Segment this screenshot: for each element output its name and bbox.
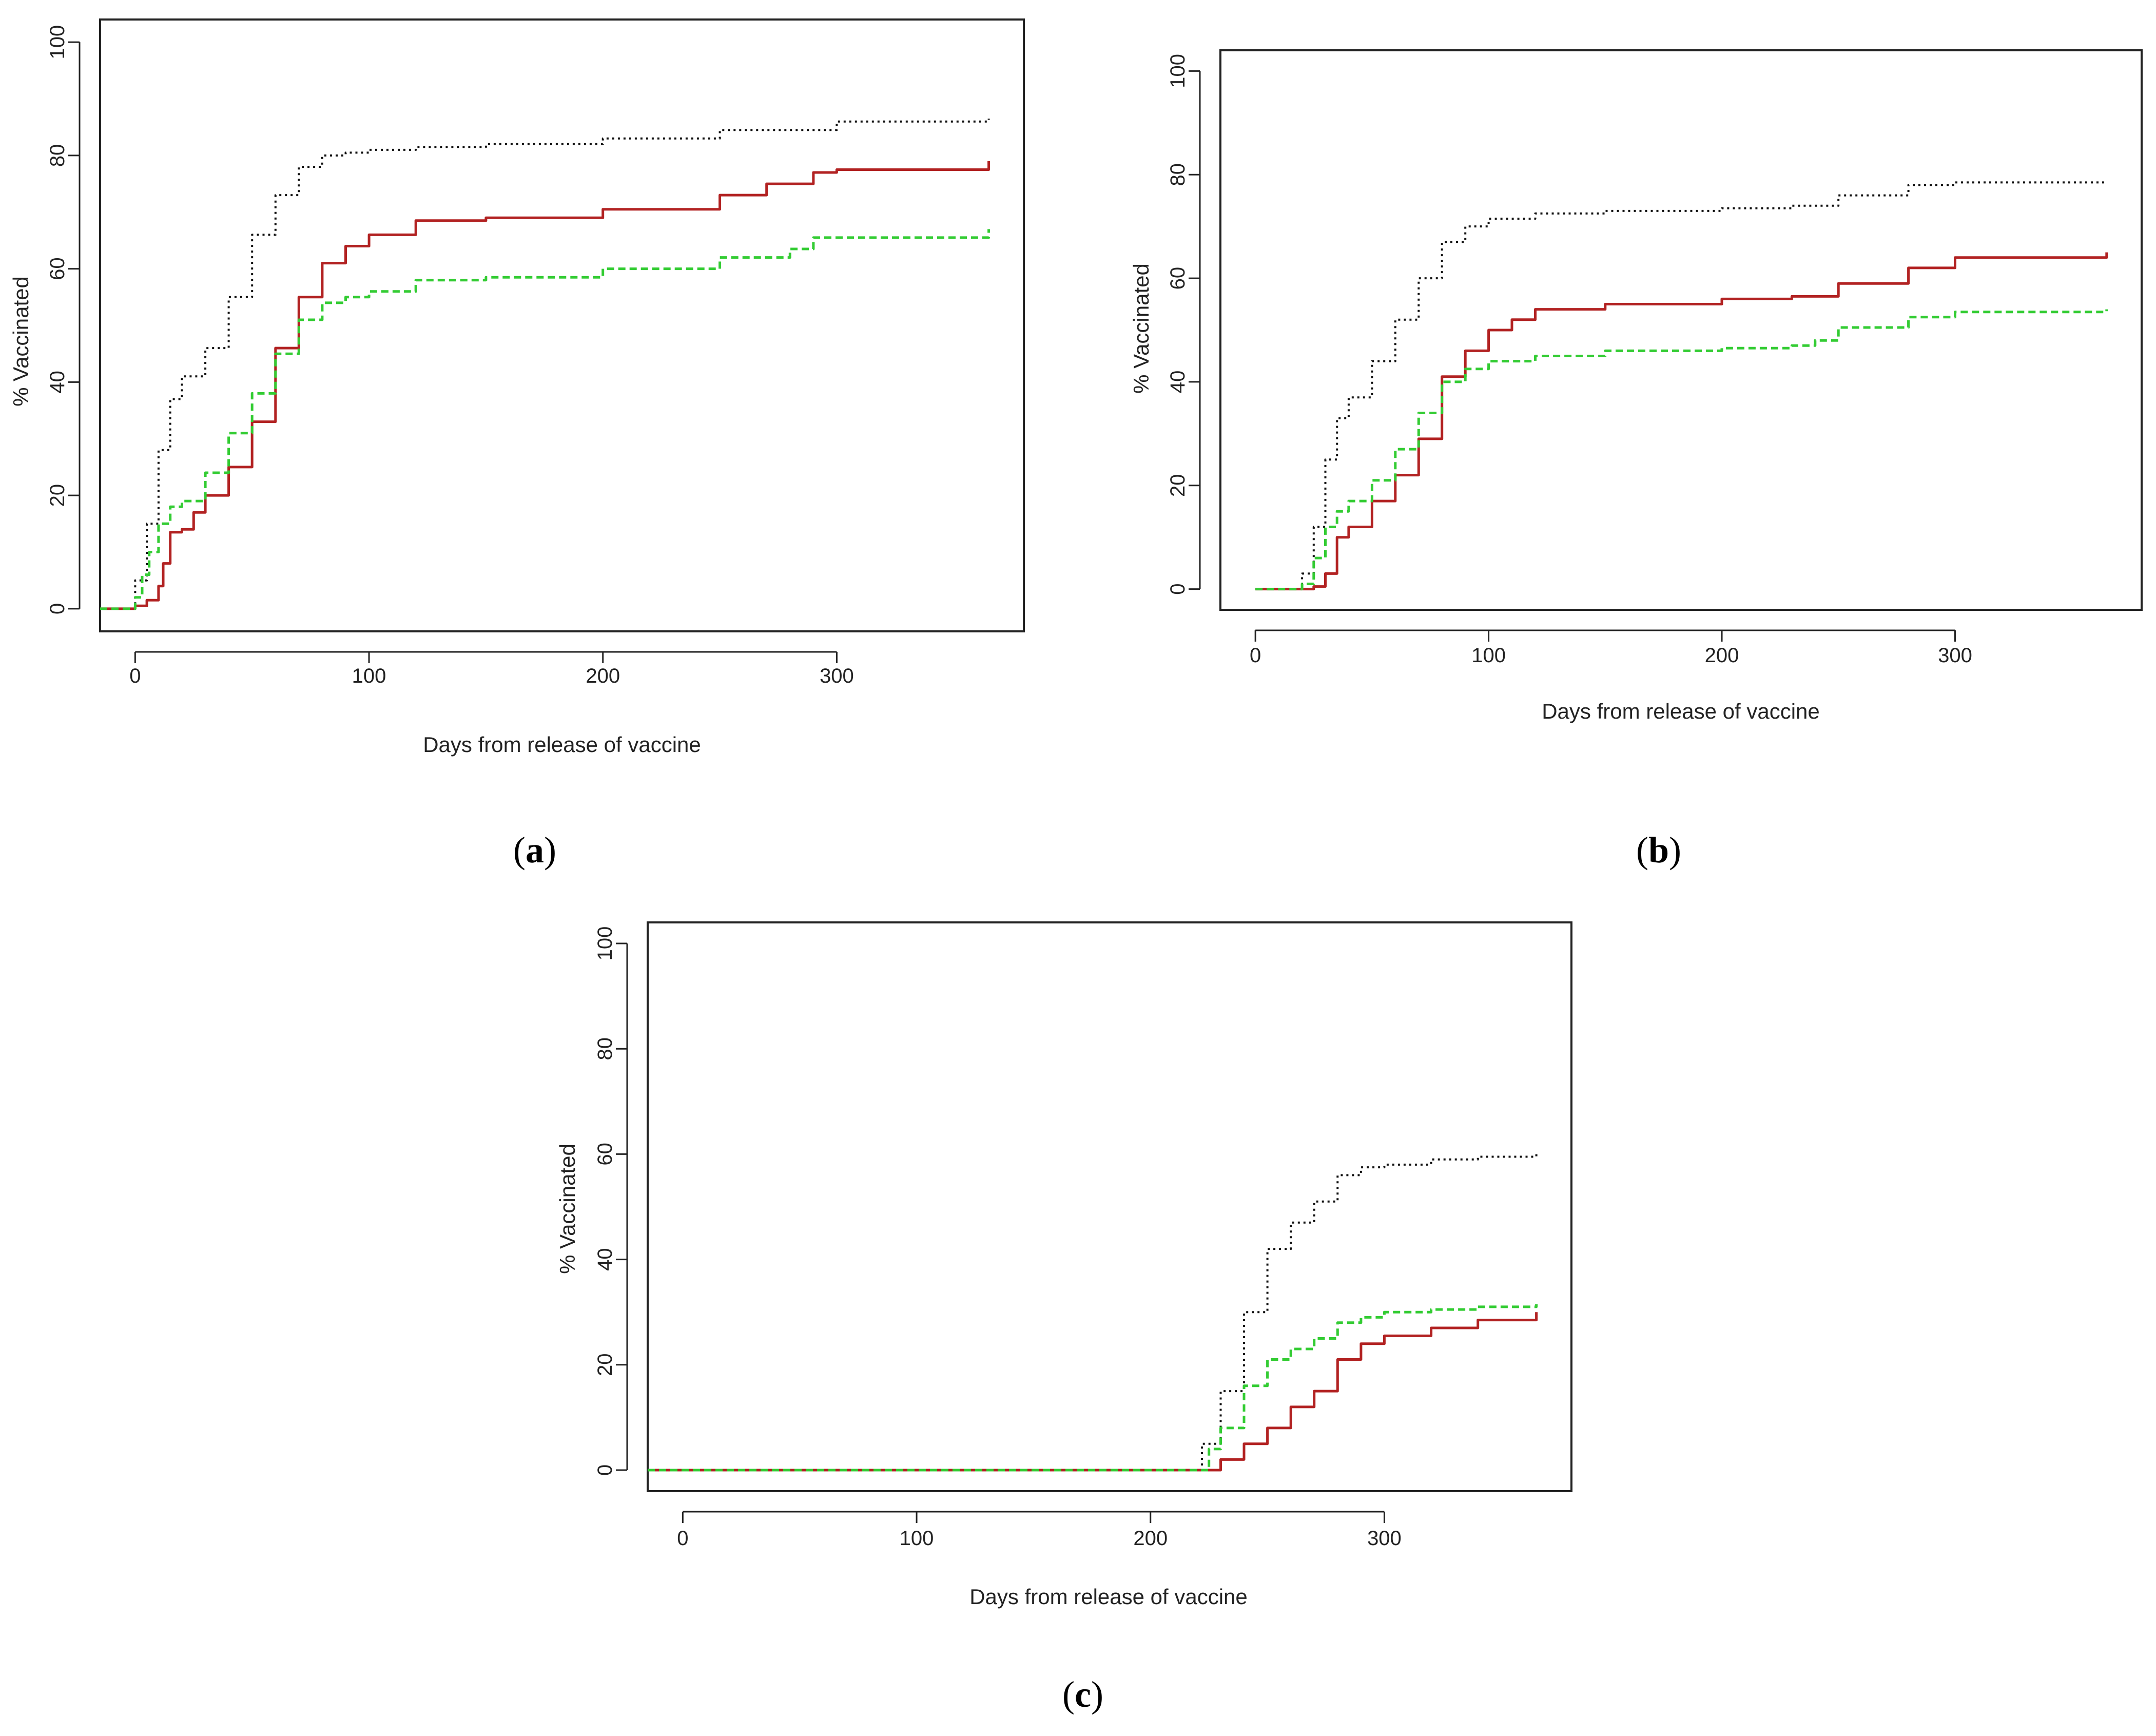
x-tick-label: 0 — [1250, 644, 1261, 667]
plot-frame — [99, 18, 1025, 632]
series-group-a — [100, 119, 990, 610]
series-line-green-dashed — [100, 229, 990, 610]
y-tick-label: 40 — [1167, 371, 1189, 394]
series-group-b — [1255, 181, 2108, 591]
panel-label-letter: a — [526, 830, 544, 871]
y-tick-label: 60 — [594, 1143, 616, 1166]
chart-panel-b: 0 100 200 300 0 20 40 60 80 100 Days from release… — [1129, 49, 2143, 871]
y-tick-label: 20 — [594, 1354, 616, 1377]
series-line-green-dashed — [648, 1304, 1538, 1472]
panel-label-letter: b — [1648, 830, 1669, 871]
x-tick-label: 0 — [129, 665, 141, 687]
x-tick-label: 300 — [1938, 644, 1972, 667]
series-line-red-solid — [648, 1312, 1538, 1472]
y-tick-label: 100 — [46, 25, 69, 60]
y-tick-label: 20 — [46, 484, 69, 507]
chart-panel-a: 0 100 200 300 0 20 40 60 80 100 Days from release… — [9, 18, 1025, 871]
x-tick-label: 300 — [820, 665, 854, 687]
panel-label-c: (c) — [1062, 1674, 1103, 1715]
x-tick-label: 200 — [1133, 1527, 1168, 1550]
x-axis-title: Days from release of vaccine — [423, 732, 701, 757]
y-tick-label: 0 — [46, 603, 69, 614]
y-axis-title: % Vaccinated — [555, 1144, 579, 1274]
y-tick-label: 100 — [1167, 54, 1189, 88]
x-axis-title: Days from release of vaccine — [1542, 699, 1820, 723]
axes-b: 0 100 200 300 0 20 40 60 80 100 — [1167, 54, 1972, 667]
x-tick-label: 100 — [900, 1527, 934, 1550]
y-tick-label: 0 — [1167, 584, 1189, 595]
series-line-red-solid — [1255, 252, 2108, 591]
y-tick-label: 100 — [594, 927, 616, 961]
y-tick-label: 20 — [1167, 474, 1189, 497]
y-tick-label: 60 — [1167, 267, 1189, 290]
panel-label-b: (b) — [1636, 830, 1681, 871]
x-tick-label: 0 — [677, 1527, 688, 1550]
y-tick-label: 60 — [46, 257, 69, 280]
y-tick-label: 80 — [46, 144, 69, 167]
y-tick-label: 80 — [1167, 163, 1189, 186]
series-line-green-dashed — [1255, 309, 2108, 591]
panel-label-a: (a) — [513, 830, 556, 871]
series-group-c — [648, 1151, 1538, 1472]
y-axis-title: % Vaccinated — [9, 276, 33, 407]
plot-frame — [647, 921, 1572, 1492]
x-tick-label: 300 — [1367, 1527, 1402, 1550]
y-tick-label: 40 — [46, 371, 69, 394]
y-tick-label: 40 — [594, 1248, 616, 1271]
y-tick-label: 80 — [594, 1037, 616, 1060]
series-line-red-solid — [100, 161, 990, 610]
panel-label-letter: c — [1075, 1674, 1091, 1715]
x-axis-title: Days from release of vaccine — [969, 1585, 1248, 1609]
x-tick-label: 200 — [586, 665, 620, 687]
x-tick-label: 200 — [1705, 644, 1739, 667]
plot-frame — [1219, 49, 2143, 611]
x-tick-label: 100 — [352, 665, 386, 687]
y-tick-label: 0 — [594, 1464, 616, 1476]
x-tick-label: 100 — [1471, 644, 1506, 667]
axes-c: 0 100 200 300 0 20 40 60 80 100 — [594, 927, 1402, 1550]
chart-panel-c: 0 100 200 300 0 20 40 60 80 100 Days from release… — [555, 921, 1572, 1715]
y-axis-title: % Vaccinated — [1129, 263, 1153, 394]
axes-a: 0 100 200 300 0 20 40 60 80 100 — [46, 25, 854, 687]
